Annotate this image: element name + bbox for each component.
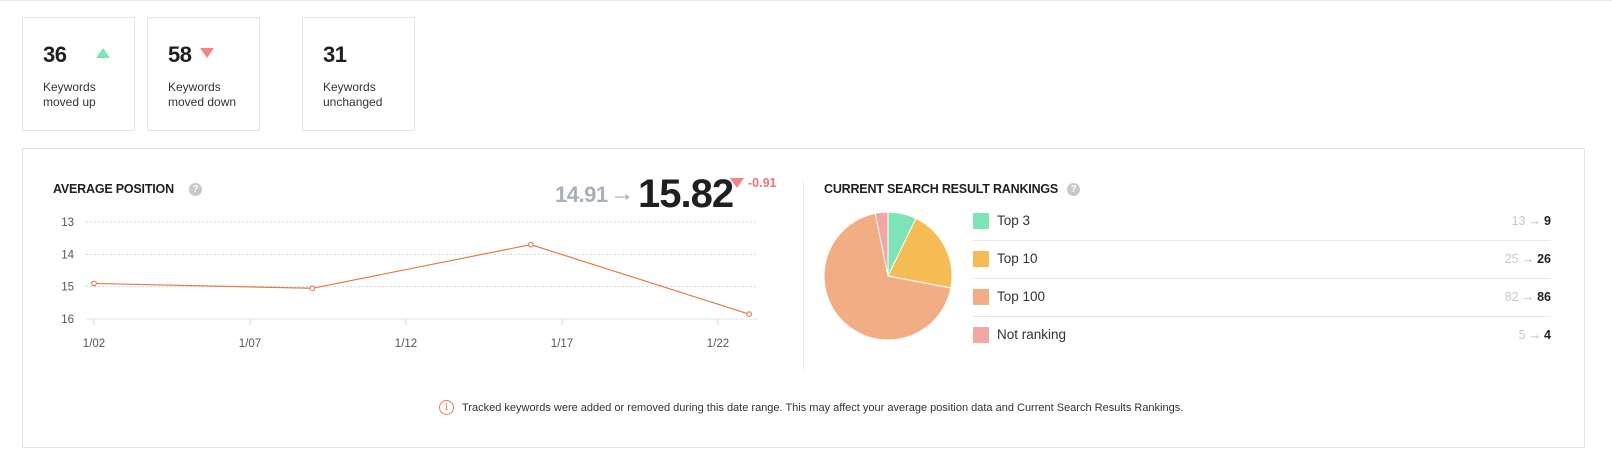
data-point[interactable] <box>746 311 753 317</box>
arrow-right-icon: → <box>610 180 634 207</box>
unchanged-label: Keywords unchanged <box>323 80 383 109</box>
x-tick-label: 1/12 <box>395 338 417 350</box>
keywords-unchanged-card: 31 Keywords unchanged <box>302 17 415 131</box>
arrow-right-icon: → <box>1521 290 1535 304</box>
top-3-swatch <box>973 213 989 229</box>
data-point[interactable] <box>91 280 97 287</box>
arrow-right-icon: → <box>1528 328 1542 342</box>
info-circle-icon: i <box>439 400 454 415</box>
legend-row-not-ranking: Not ranking 5 → 4 <box>973 317 1551 355</box>
previous-count: 5 <box>1518 328 1526 342</box>
previous-average-position: 14.91 <box>555 182 608 207</box>
x-tick-label: 1/07 <box>239 338 261 350</box>
average-position-line-chart: 13 14 15 16 1/02 1/07 1/12 1/17 1/22 <box>61 217 758 350</box>
rankings-title: CURRENT SEARCH RESULT RANKINGS <box>824 182 1059 196</box>
average-position-title: AVERAGE POSITION <box>53 182 174 196</box>
legend-values: 25 → 26 <box>1505 252 1551 266</box>
current-count: 9 <box>1544 214 1551 228</box>
pie-slice-top-10[interactable] <box>887 217 953 289</box>
current-count: 4 <box>1544 328 1551 342</box>
previous-count: 25 <box>1504 252 1519 266</box>
moved-up-label: Keywords moved up <box>43 80 96 109</box>
not-ranking-swatch <box>973 327 989 343</box>
moved-down-label: Keywords moved down <box>168 80 237 109</box>
top-divider <box>0 0 1612 1</box>
moved-up-count: 36 <box>43 42 67 67</box>
x-tick-label: 1/17 <box>551 338 573 350</box>
legend-label: Top 10 <box>997 251 1038 266</box>
arrow-right-icon: → <box>1521 252 1535 266</box>
y-tick-label: 14 <box>61 249 74 261</box>
data-point[interactable] <box>309 285 316 292</box>
unchanged-count: 31 <box>323 42 347 67</box>
legend-label: Top 3 <box>997 213 1031 228</box>
legend-label: Not ranking <box>997 327 1067 342</box>
legend-row-top-100: Top 100 82 → 86 <box>973 279 1551 317</box>
average-position-delta: -0.91 <box>748 176 777 190</box>
triangle-down-icon <box>730 178 744 188</box>
top-100-swatch <box>973 289 989 305</box>
legend-row-top-10: Top 10 25 → 26 <box>973 241 1551 279</box>
legend-values: 5 → 4 <box>1519 328 1551 342</box>
legend-values: 13 → 9 <box>1512 214 1551 228</box>
y-tick-label: 16 <box>61 314 74 326</box>
legend-values: 82 → 86 <box>1505 290 1551 304</box>
pie-slice-not-ranking[interactable] <box>874 211 889 277</box>
x-tick-label: 1/02 <box>83 338 105 350</box>
triangle-up-icon <box>96 48 110 58</box>
keywords-moved-up-card: 36 Keywords moved up <box>22 17 135 131</box>
panel-divider <box>803 180 804 370</box>
data-point[interactable] <box>527 241 534 248</box>
current-count: 26 <box>1537 252 1551 266</box>
question-circle-icon[interactable]: ? <box>189 183 202 196</box>
moved-down-count: 58 <box>168 42 192 67</box>
rankings-legend: Top 3 13 → 9 Top 10 25 → 26 Top 100 82 → 86 No… <box>973 203 1551 355</box>
previous-count: 13 <box>1511 214 1526 228</box>
pie-slice-top-100[interactable] <box>823 212 952 341</box>
current-average-position: 15.82 <box>638 172 734 216</box>
current-count: 86 <box>1537 290 1551 304</box>
y-tick-label: 15 <box>61 282 74 294</box>
top-10-swatch <box>973 251 989 267</box>
question-circle-icon[interactable]: ? <box>1067 183 1080 196</box>
triangle-down-icon <box>200 48 214 58</box>
legend-label: Top 100 <box>997 289 1046 304</box>
arrow-right-icon: → <box>1528 214 1542 228</box>
notice-text: Tracked keywords were added or removed d… <box>462 402 1184 414</box>
keywords-moved-down-card: 58 Keywords moved down <box>147 17 260 131</box>
x-tick-label: 1/22 <box>707 338 729 350</box>
y-tick-label: 13 <box>61 217 74 229</box>
rankings-pie-chart <box>823 211 953 341</box>
previous-count: 82 <box>1504 290 1519 304</box>
series-line <box>93 244 750 315</box>
legend-row-top-3: Top 3 13 → 9 <box>973 203 1551 241</box>
